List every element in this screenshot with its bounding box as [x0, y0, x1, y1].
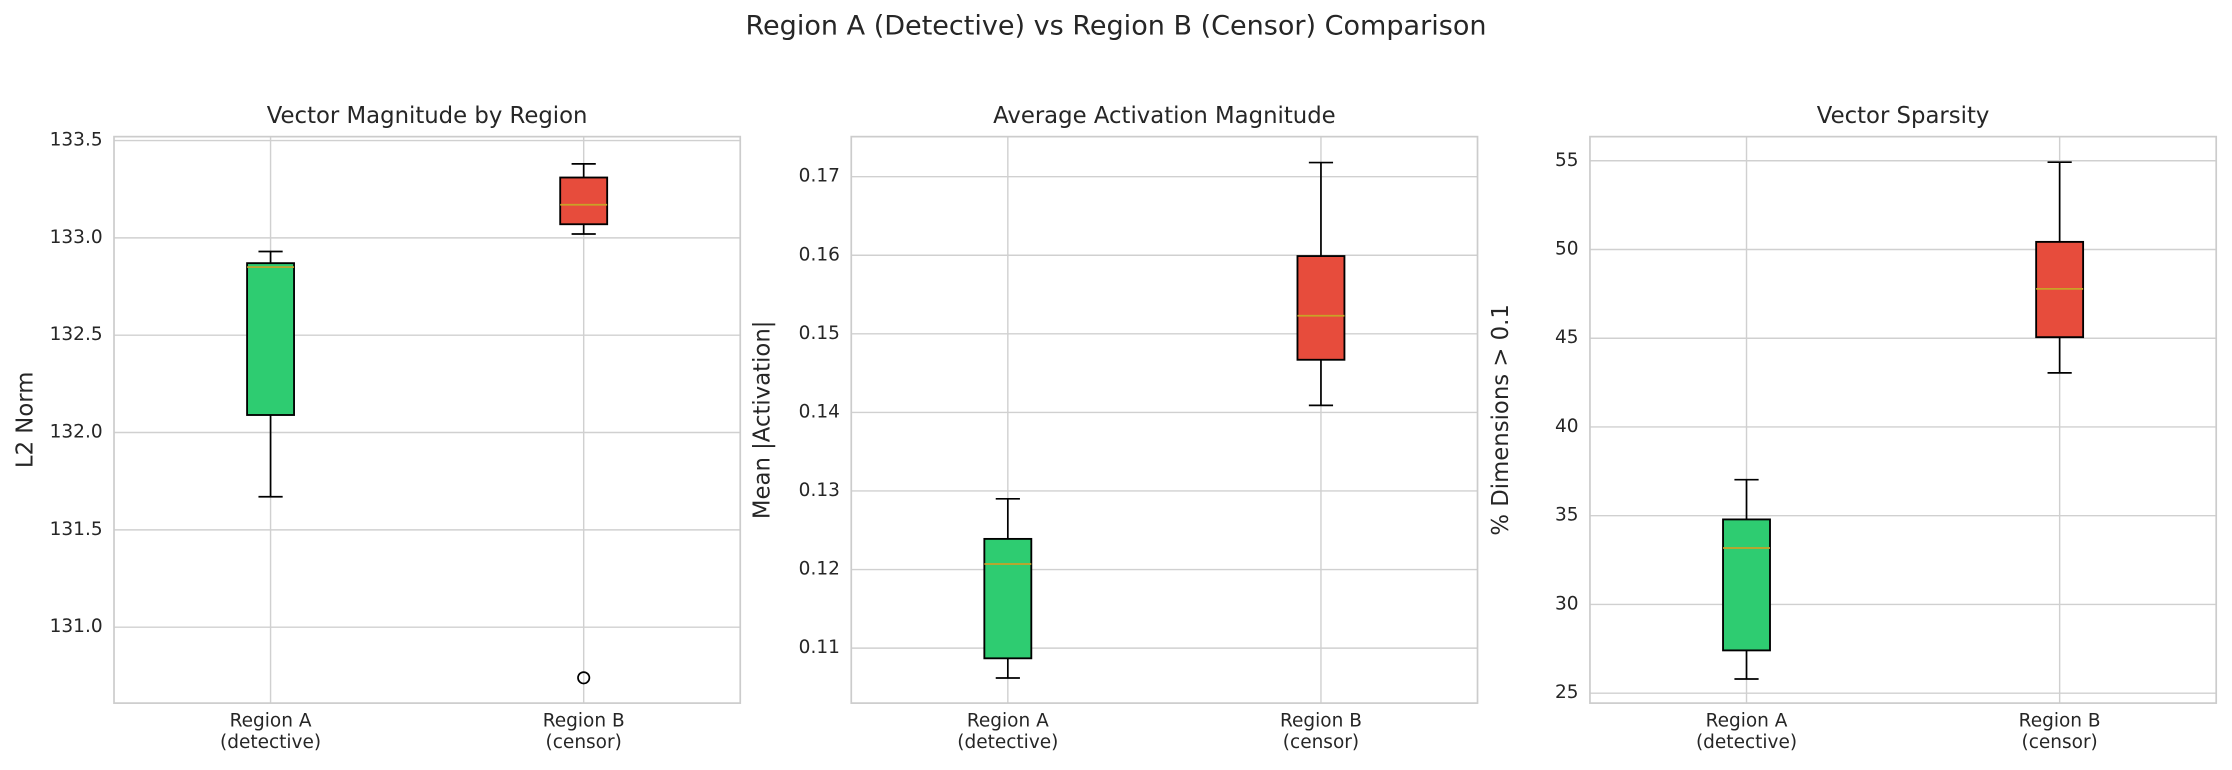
box — [1722, 518, 1771, 652]
axes-title: Average Activation Magnitude — [993, 103, 1336, 129]
x-tick-label: Region A — [1706, 711, 1788, 732]
y-tick-label: 0.14 — [799, 401, 840, 422]
y-tick-label: 30 — [1555, 593, 1579, 614]
figure-title: Region A (Detective) vs Region B (Censor… — [745, 11, 1486, 42]
box — [983, 537, 1033, 660]
x-tick-label: Region B — [1280, 711, 1362, 732]
x-tick-label: Region A — [230, 711, 312, 732]
x-tick-label: Region A — [967, 711, 1049, 732]
x-tick-label: (censor) — [1283, 732, 1359, 753]
y-tick-label: 0.16 — [799, 244, 840, 265]
y-tick-label: 132.5 — [50, 324, 103, 345]
y-tick-label: 55 — [1555, 150, 1579, 171]
x-tick-label: (detective) — [220, 732, 321, 753]
y-axis-label: % Dimensions > 0.1 — [1488, 304, 1514, 536]
box — [1296, 255, 1346, 361]
axes-frame — [113, 135, 742, 704]
y-tick-label: 45 — [1555, 327, 1579, 348]
y-tick-label: 131.0 — [50, 616, 103, 637]
axes-title: Vector Sparsity — [1817, 103, 1990, 129]
axes-frame — [850, 135, 1479, 704]
x-tick-label: Region B — [543, 711, 625, 732]
y-tick-label: 0.15 — [799, 323, 840, 344]
x-tick-label: (censor) — [2022, 732, 2098, 753]
y-tick-label: 0.13 — [799, 480, 840, 501]
y-tick-label: 40 — [1555, 416, 1579, 437]
axes-frame — [1589, 135, 2218, 704]
y-axis-label: L2 Norm — [12, 372, 38, 469]
y-tick-label: 0.17 — [799, 166, 840, 187]
y-axis-label: Mean |Activation| — [750, 321, 776, 520]
y-tick-label: 35 — [1555, 505, 1579, 526]
y-tick-label: 133.0 — [50, 227, 103, 248]
y-tick-label: 0.12 — [799, 559, 840, 580]
y-tick-label: 132.0 — [50, 422, 103, 443]
y-tick-label: 0.11 — [799, 637, 840, 658]
y-tick-label: 131.5 — [50, 519, 103, 540]
axes-title: Vector Magnitude by Region — [267, 103, 588, 129]
flier — [577, 671, 591, 685]
x-tick-label: Region B — [2019, 711, 2101, 732]
box — [559, 176, 609, 226]
y-tick-label: 50 — [1555, 239, 1579, 260]
y-tick-label: 133.5 — [50, 130, 103, 151]
box — [246, 262, 295, 416]
x-tick-label: (detective) — [957, 732, 1058, 753]
y-tick-label: 25 — [1555, 682, 1579, 703]
x-tick-label: (censor) — [546, 732, 622, 753]
x-tick-label: (detective) — [1696, 732, 1797, 753]
